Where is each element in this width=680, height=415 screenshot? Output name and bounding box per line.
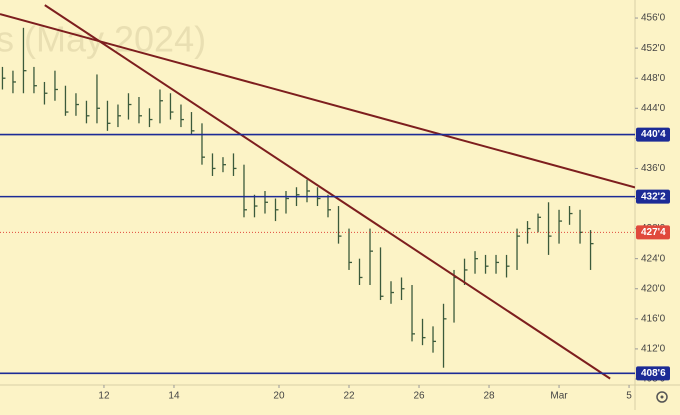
x-tick-label: 26 xyxy=(413,391,425,402)
trend-line xyxy=(44,4,611,380)
trend-line xyxy=(0,13,635,189)
x-tick-label: 5 xyxy=(626,391,632,402)
x-tick-label: 22 xyxy=(343,391,355,402)
y-tick-label: 436'0 xyxy=(641,163,666,174)
last-price-tag xyxy=(636,225,670,240)
x-tick-label: 14 xyxy=(168,391,180,402)
watermark: s (May 2024) xyxy=(0,19,206,60)
settings-icon[interactable] xyxy=(656,391,668,403)
level-label: 432'2 xyxy=(641,191,666,202)
x-tick-label: 12 xyxy=(98,391,110,402)
level-tag xyxy=(636,127,670,142)
y-tick-label: 424'0 xyxy=(641,253,666,264)
y-tick-label: 420'0 xyxy=(641,283,666,294)
x-tick-label: 20 xyxy=(273,391,285,402)
y-tick-label: 444'0 xyxy=(641,103,666,114)
x-tick-label: 28 xyxy=(483,391,495,402)
last-price-label: 427'4 xyxy=(641,227,666,238)
y-tick-label: 416'0 xyxy=(641,313,666,324)
y-tick-label: 412'0 xyxy=(641,344,666,355)
level-tag xyxy=(636,366,670,381)
plot-area xyxy=(0,4,635,380)
y-tick-label: 456'0 xyxy=(641,13,666,24)
level-label: 440'4 xyxy=(641,129,666,140)
level-tag xyxy=(636,189,670,204)
x-tick-label: Mar xyxy=(550,391,568,402)
level-label: 408'6 xyxy=(641,368,666,379)
y-tick-label: 448'0 xyxy=(641,73,666,84)
y-tick-label: 452'0 xyxy=(641,43,666,54)
